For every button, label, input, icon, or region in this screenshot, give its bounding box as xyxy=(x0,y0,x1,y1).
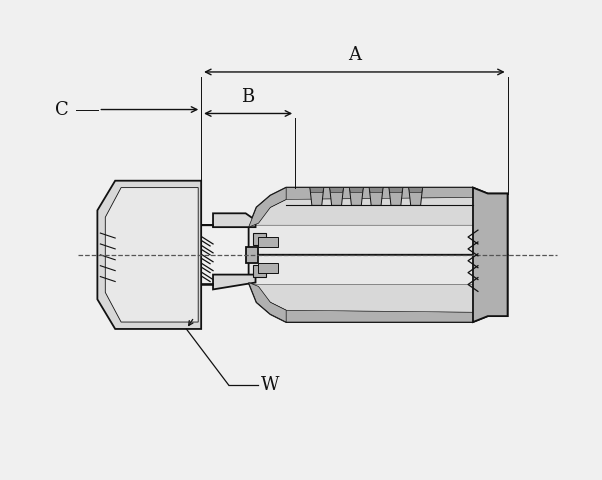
Polygon shape xyxy=(270,188,488,207)
Polygon shape xyxy=(249,283,286,322)
Polygon shape xyxy=(310,188,324,205)
Polygon shape xyxy=(249,283,507,312)
Text: C: C xyxy=(55,100,69,119)
Polygon shape xyxy=(201,275,255,289)
Polygon shape xyxy=(249,197,507,227)
Polygon shape xyxy=(409,188,423,192)
Polygon shape xyxy=(249,188,286,227)
Text: A: A xyxy=(348,46,361,64)
Polygon shape xyxy=(105,188,198,322)
Text: B: B xyxy=(241,87,255,106)
Polygon shape xyxy=(253,233,267,245)
Polygon shape xyxy=(270,302,488,322)
Polygon shape xyxy=(253,264,267,276)
Polygon shape xyxy=(369,188,383,205)
Polygon shape xyxy=(310,188,324,192)
Polygon shape xyxy=(473,188,507,322)
Polygon shape xyxy=(98,180,201,329)
Polygon shape xyxy=(330,188,344,192)
Polygon shape xyxy=(389,188,403,192)
Polygon shape xyxy=(249,255,507,322)
Text: W: W xyxy=(261,376,279,394)
Polygon shape xyxy=(258,237,278,247)
Polygon shape xyxy=(409,188,423,205)
Polygon shape xyxy=(389,188,403,205)
Polygon shape xyxy=(369,188,383,192)
Polygon shape xyxy=(246,247,258,263)
Polygon shape xyxy=(258,263,278,273)
Polygon shape xyxy=(349,188,363,192)
Polygon shape xyxy=(201,213,255,227)
Polygon shape xyxy=(349,188,363,205)
Polygon shape xyxy=(249,188,507,255)
Polygon shape xyxy=(330,188,344,205)
